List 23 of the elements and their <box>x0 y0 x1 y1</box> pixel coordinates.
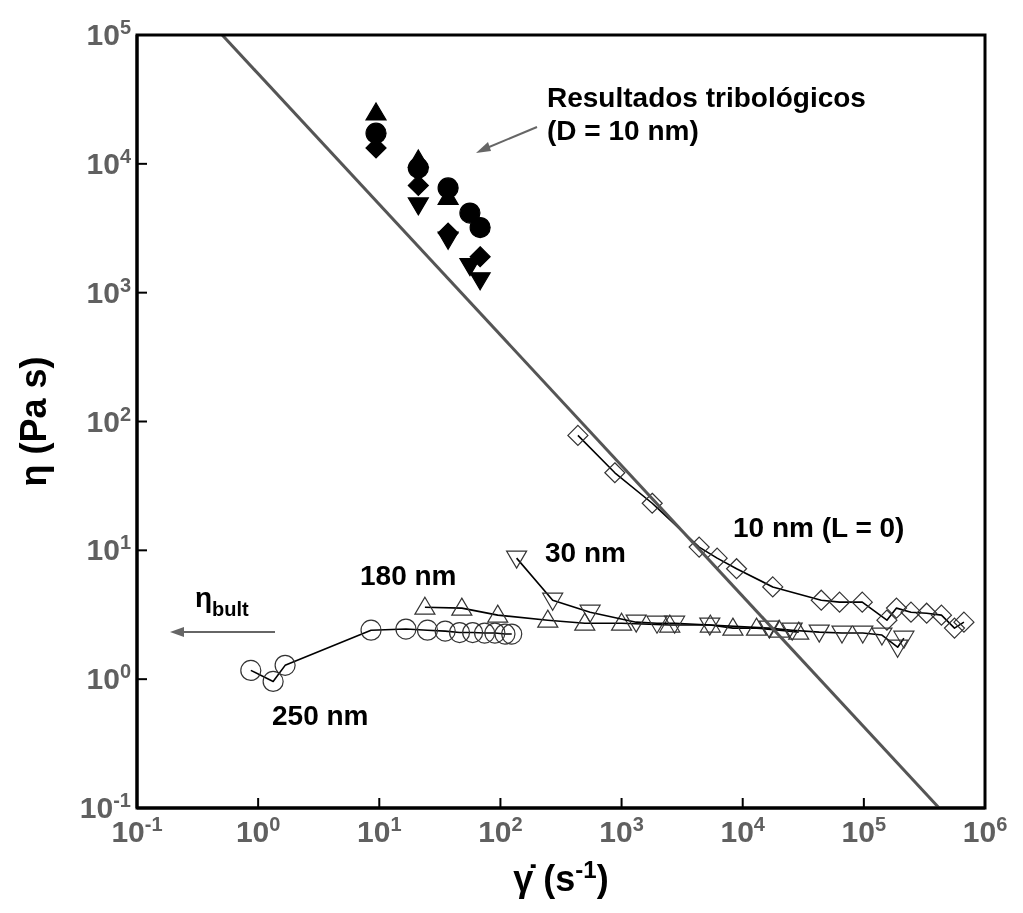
y-tick-label: 10$^{3}$ <box>86 273 131 309</box>
annotation: Resultados tribológicos <box>547 82 866 114</box>
annotation: 10 nm (L = 0) <box>733 512 905 544</box>
x-tick-label: 10$^{1}$ <box>357 813 402 848</box>
x-tick-label: 10$^{2}$ <box>478 813 523 848</box>
y-axis-title: η (Pa s) <box>13 356 54 487</box>
annotation: 30 nm <box>545 537 626 569</box>
y-tick-label: 10$^{0}$ <box>86 660 131 696</box>
x-tick-label: 10$^{3}$ <box>599 813 644 848</box>
x-axis-title: γ̇ (s$^{-1}$) <box>513 855 609 899</box>
y-tick-label: 10$^{4}$ <box>86 144 132 180</box>
y-tick-label: 10$^{1}$ <box>86 531 131 567</box>
y-tick-label: 10$^{5}$ <box>86 16 131 51</box>
annotation: (D = 10 nm) <box>547 115 699 147</box>
x-tick-label: 10$^{4}$ <box>720 813 766 848</box>
annotation: 250 nm <box>272 700 369 732</box>
x-tick-label: 10$^{0}$ <box>235 813 281 848</box>
annotation: 180 nm <box>360 560 457 592</box>
x-tick-label: 10$^{5}$ <box>841 813 887 848</box>
annotation: η$_{bult}$ <box>195 582 250 621</box>
x-tick-label: 10$^{6}$ <box>962 813 1008 848</box>
x-tick-label: 10$^{-1}$ <box>111 813 163 848</box>
y-tick-label: 10$^{2}$ <box>86 402 131 438</box>
